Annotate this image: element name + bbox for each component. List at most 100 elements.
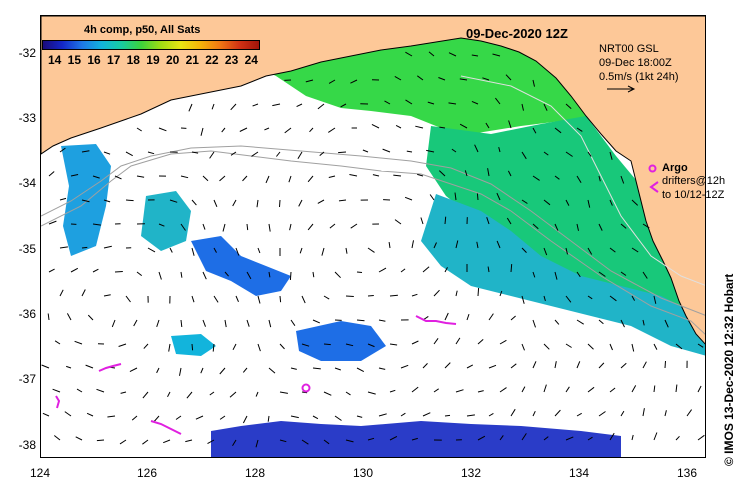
colorbar-label: 21 xyxy=(185,53,199,67)
sst-patch-mid-blue xyxy=(296,321,386,361)
velocity-arrow xyxy=(598,271,606,277)
velocity-arrow xyxy=(565,436,574,441)
velocity-arrow xyxy=(510,264,513,273)
velocity-arrow xyxy=(200,367,204,374)
velocity-arrow xyxy=(389,435,398,441)
drifter-track xyxy=(55,395,61,409)
velocity-arrow xyxy=(642,319,645,326)
y-tick-label: -37 xyxy=(18,372,36,386)
velocity-arrow xyxy=(598,411,606,417)
colorbar-label: 14 xyxy=(48,53,62,67)
velocity-arrow xyxy=(232,439,237,446)
velocity-arrow xyxy=(496,240,501,249)
velocity-arrow xyxy=(169,199,178,203)
colorbar-label: 16 xyxy=(87,53,101,67)
velocity-arrow xyxy=(92,223,101,226)
velocity-arrow xyxy=(576,361,581,369)
velocity-arrow xyxy=(378,413,387,417)
drifter-marker-icon xyxy=(649,181,659,193)
velocity-arrow xyxy=(367,247,375,253)
velocity-arrow xyxy=(378,267,387,273)
velocity-arrow xyxy=(191,199,197,206)
velocity-arrow xyxy=(411,386,419,393)
velocity-arrow xyxy=(338,151,347,154)
velocity-arrow xyxy=(158,127,167,132)
velocity-arrow xyxy=(653,432,658,441)
velocity-arrow xyxy=(296,103,303,108)
velocity-arrow xyxy=(609,343,613,351)
velocity-arrow xyxy=(279,439,287,443)
velocity-arrow xyxy=(488,364,497,369)
velocity-arrow xyxy=(554,271,558,280)
velocity-arrow xyxy=(252,103,259,107)
velocity-arrow xyxy=(356,271,363,273)
velocity-arrow xyxy=(289,223,292,231)
velocity-arrow xyxy=(212,343,215,352)
velocity-arrow xyxy=(317,199,325,204)
velocity-arrow xyxy=(103,245,112,249)
velocity-arrow xyxy=(576,175,582,184)
x-tick-label: 134 xyxy=(568,466,590,480)
velocity-arrow xyxy=(372,174,380,177)
velocity-arrow xyxy=(81,289,86,297)
velocity-arrow xyxy=(598,175,601,182)
velocity-arrow xyxy=(246,319,250,327)
velocity-arrow xyxy=(394,219,402,225)
velocity-arrow xyxy=(697,343,704,348)
velocity-arrow xyxy=(495,97,501,105)
velocity-arrow xyxy=(309,127,314,133)
velocity-arrow xyxy=(290,367,297,370)
velocity-arrow xyxy=(508,120,512,129)
velocity-arrow xyxy=(620,319,625,328)
velocity-arrow xyxy=(232,343,237,351)
colorbar-title: 4h comp, p50, All Sats xyxy=(84,24,201,36)
velocity-arrow xyxy=(211,103,215,110)
velocity-arrow xyxy=(631,343,635,352)
velocity-arrow xyxy=(328,127,336,133)
velocity-legend-line3: 0.5m/s (1kt 24h) xyxy=(599,71,679,83)
velocity-arrow xyxy=(521,199,528,204)
velocity-arrow xyxy=(142,439,149,445)
colorbar-label: 22 xyxy=(205,53,219,67)
velocity-arrow xyxy=(487,266,490,273)
velocity-arrow xyxy=(620,410,625,417)
velocity-arrow xyxy=(345,391,351,396)
velocity-arrow xyxy=(168,343,171,352)
velocity-arrow xyxy=(417,75,424,81)
velocity-arrow xyxy=(411,293,418,297)
velocity-arrow xyxy=(133,319,138,327)
velocity-arrow xyxy=(466,414,475,417)
velocity-arrow xyxy=(438,170,446,177)
velocity-arrow xyxy=(433,338,439,345)
velocity-arrow xyxy=(235,247,240,256)
velocity-legend-line2: 09-Dec 18:00Z xyxy=(599,57,672,69)
velocity-arrow xyxy=(136,127,142,132)
velocity-arrow xyxy=(507,170,512,177)
velocity-arrow xyxy=(59,197,67,201)
velocity-arrow xyxy=(256,199,259,208)
velocity-arrow xyxy=(488,313,494,321)
velocity-arrow xyxy=(471,100,479,105)
y-tick-label: -33 xyxy=(18,111,36,125)
velocity-arrow xyxy=(48,220,57,225)
velocity-arrow xyxy=(510,315,516,321)
velocity-arrow xyxy=(587,343,594,350)
velocity-arrow xyxy=(620,223,627,229)
sst-patch-shelf-green xyxy=(426,116,705,346)
velocity-arrow xyxy=(587,386,595,393)
velocity-arrow xyxy=(532,175,540,181)
velocity-arrow xyxy=(433,388,439,393)
velocity-arrow xyxy=(290,319,296,326)
velocity-arrow xyxy=(329,223,336,229)
velocity-arrow xyxy=(142,391,149,399)
velocity-arrow xyxy=(239,127,248,132)
velocity-arrow xyxy=(477,435,486,441)
velocity-arrow xyxy=(393,174,402,177)
velocity-arrow xyxy=(499,435,504,441)
velocity-arrow xyxy=(642,271,648,279)
velocity-arrow xyxy=(471,54,479,57)
velocity-arrow xyxy=(356,367,365,373)
velocity-arrow xyxy=(395,124,402,129)
velocity-arrow xyxy=(307,175,314,183)
velocity-arrow xyxy=(642,223,650,229)
